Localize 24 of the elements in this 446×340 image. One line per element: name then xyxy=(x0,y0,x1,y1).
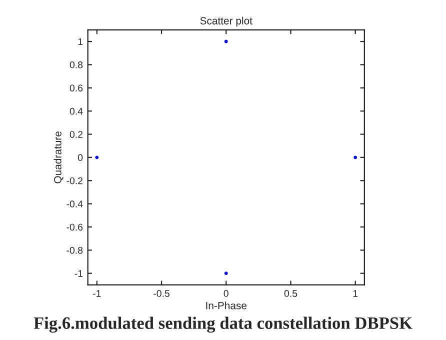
point xyxy=(224,272,228,276)
y-axis-title: Quadrature xyxy=(54,132,64,184)
y-tick-label: 0 xyxy=(78,154,83,162)
y-tick-label: -0.6 xyxy=(66,224,83,231)
y-tick-label: 0.4 xyxy=(70,108,83,115)
y-tick-label: -0.8 xyxy=(66,246,83,254)
y-tick-label: 1 xyxy=(78,38,83,46)
chart-title: Scatter plot xyxy=(200,16,252,27)
point xyxy=(354,156,358,160)
y-tick-label: 0.6 xyxy=(70,84,83,92)
x-tick-label: 0.5 xyxy=(284,290,298,297)
point xyxy=(95,156,99,160)
x-tick-label: 1 xyxy=(353,290,358,297)
caption: Fig.6.modulated sending data constellation DBPSK xyxy=(34,316,412,333)
x-tick-label: -1 xyxy=(93,290,101,297)
y-tick-label: 0.8 xyxy=(70,61,83,68)
y-tick-label: -0.2 xyxy=(66,177,83,184)
y-tick-label: -0.4 xyxy=(66,200,83,208)
point xyxy=(224,40,228,44)
y-tick-label: -1 xyxy=(74,270,83,277)
x-tick-label: -0.5 xyxy=(154,290,170,297)
y-tick-label: 0.2 xyxy=(70,130,83,138)
x-axis-title: In-Phase xyxy=(206,302,247,310)
x-tick-label: 0 xyxy=(224,290,228,297)
